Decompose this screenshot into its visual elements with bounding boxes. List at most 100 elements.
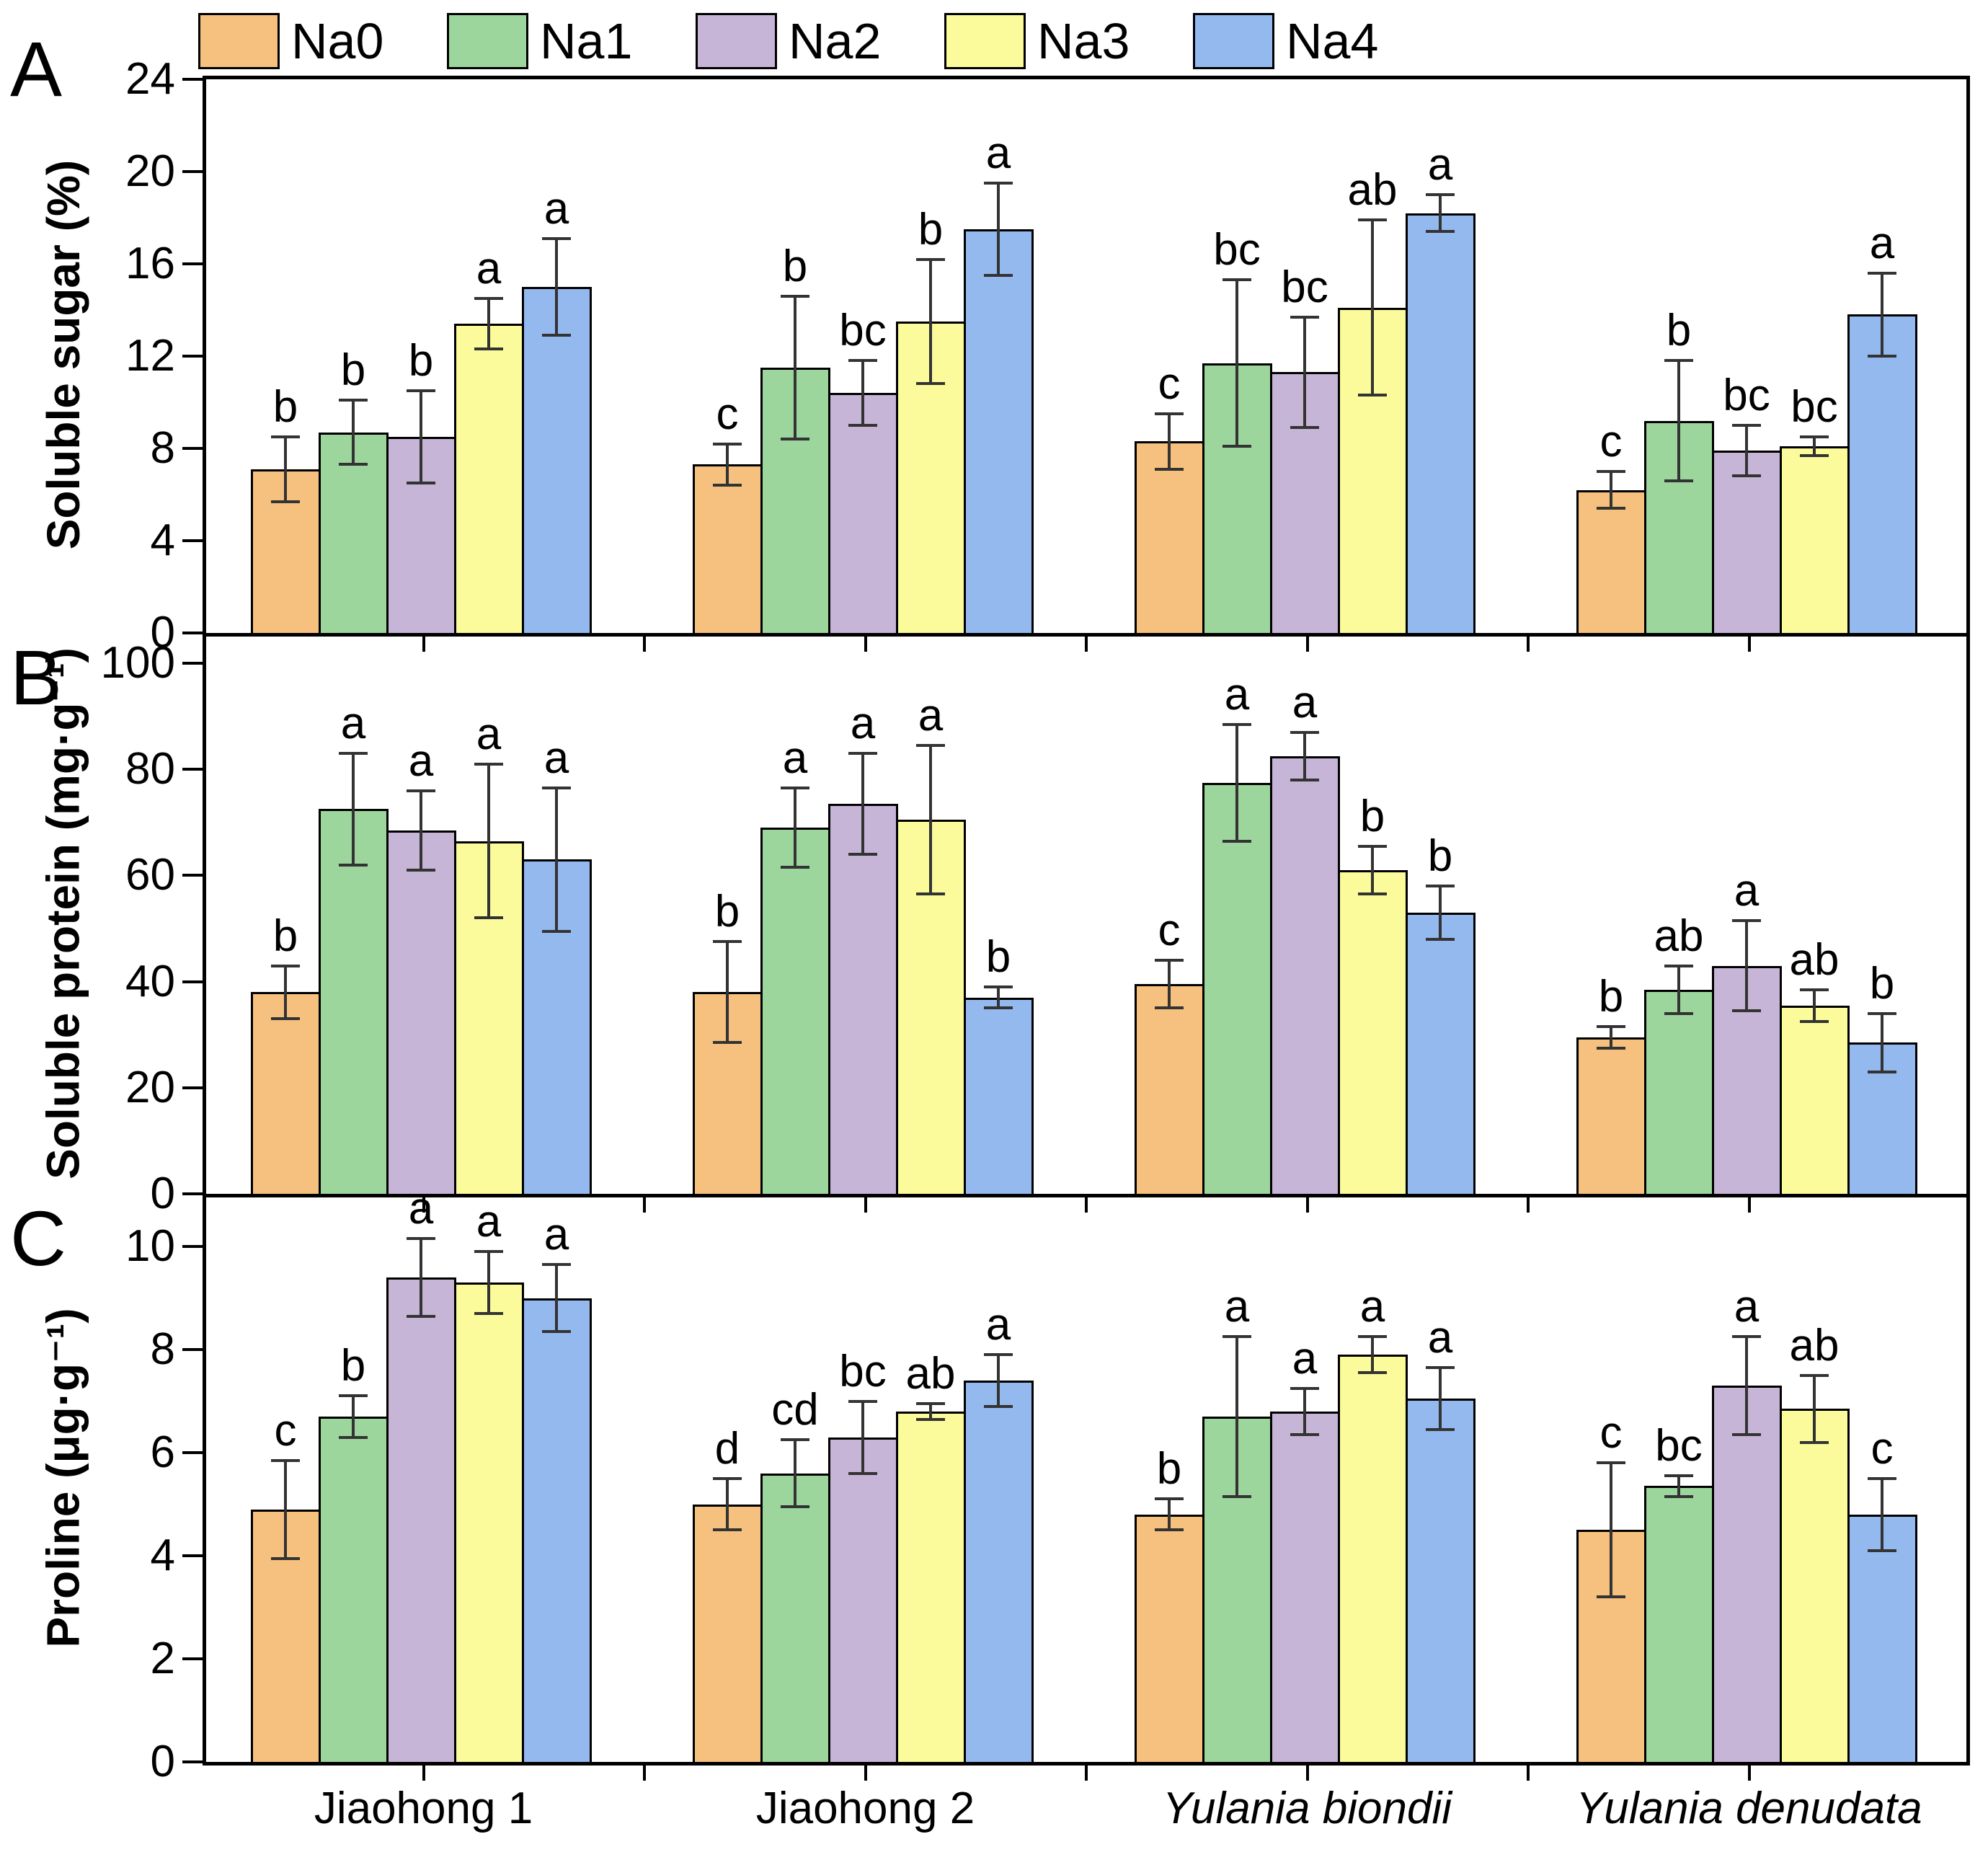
error-bar-cap-top: [339, 1394, 368, 1398]
y-tick-A: [182, 539, 203, 542]
error-bar-cap-top: [984, 1353, 1013, 1357]
y-tick-label-A: 12: [125, 331, 175, 381]
significance-letter: a: [1427, 1313, 1453, 1363]
x-tick-A: [1305, 633, 1309, 652]
bar-na4-group1-panelA: [521, 287, 592, 635]
error-bar-cap-top: [1290, 315, 1319, 319]
error-bar: [726, 942, 729, 1043]
error-bar-cap-top: [1868, 1011, 1896, 1015]
error-bar-cap-bottom: [1290, 1432, 1319, 1436]
bar-na4-group3-panelC: [1405, 1398, 1476, 1764]
significance-letter: a: [1869, 218, 1895, 268]
error-bar-cap-top: [848, 1399, 877, 1403]
error-bar-cap-bottom: [1800, 1019, 1829, 1023]
error-bar-cap-top: [1222, 722, 1251, 726]
y-tick-C: [182, 1245, 203, 1248]
error-bar-cap-bottom: [1868, 355, 1896, 358]
bar-na3-group1-panelB: [453, 841, 524, 1196]
y-tick-label-C: 10: [125, 1221, 175, 1271]
significance-letter: bc: [839, 306, 887, 356]
error-bar-cap-bottom: [1358, 394, 1387, 397]
error-bar-cap-top: [713, 1476, 742, 1480]
error-bar-cap-bottom: [339, 1435, 368, 1439]
error-bar-cap-bottom: [848, 852, 877, 856]
bar-na1-group4-panelB: [1643, 989, 1714, 1196]
bar-na1-group3-panelB: [1202, 782, 1272, 1196]
error-bar-cap-top: [1426, 885, 1455, 888]
error-bar: [929, 259, 932, 384]
significance-letter: a: [1292, 677, 1318, 727]
error-bar-cap-top: [848, 752, 877, 756]
error-bar-cap-bottom: [1426, 230, 1455, 234]
significance-letter: ab: [1789, 1320, 1840, 1370]
error-bar-cap-bottom: [713, 1528, 742, 1532]
category-label-4: Yulania denudata: [1576, 1784, 1922, 1833]
bar-na2-group2-panelB: [827, 804, 898, 1196]
error-bar-cap-top: [916, 744, 945, 748]
error-bar-cap-bottom: [1664, 479, 1693, 482]
error-bar: [1677, 965, 1680, 1014]
legend-label-na2: Na2: [789, 13, 882, 69]
error-bar-cap-top: [1597, 1461, 1625, 1465]
error-bar-cap-bottom: [542, 334, 571, 337]
error-bar: [1439, 195, 1442, 232]
error-bar-cap-bottom: [1155, 467, 1184, 471]
bar-na1-group2-panelC: [760, 1473, 830, 1764]
significance-letter: a: [340, 699, 366, 749]
error-bar-cap-bottom: [407, 1314, 435, 1318]
x-tick-C: [1747, 1762, 1751, 1781]
significance-letter: a: [1292, 1333, 1318, 1383]
error-bar: [1745, 1337, 1748, 1435]
error-bar-cap-top: [1155, 412, 1184, 415]
error-bar-cap-top: [916, 1402, 945, 1406]
significance-letter: bc: [1213, 225, 1261, 275]
y-tick-A: [182, 632, 203, 634]
y-tick-C: [182, 1554, 203, 1557]
error-bar-cap-bottom: [1290, 778, 1319, 781]
x-tick-A: [1747, 633, 1751, 652]
error-bar-cap-bottom: [339, 463, 368, 466]
error-bar-cap-bottom: [1664, 1011, 1693, 1015]
error-bar-cap-bottom: [781, 866, 809, 869]
significance-letter: b: [1359, 791, 1385, 841]
error-bar-cap-top: [1800, 988, 1829, 991]
significance-letter: a: [1734, 865, 1760, 916]
significance-letter: bc: [1281, 262, 1328, 312]
bar-na3-group2-panelC: [895, 1411, 966, 1764]
error-bar-cap-bottom: [1222, 839, 1251, 843]
error-bar-cap-top: [271, 435, 300, 438]
error-bar-cap-bottom: [542, 1329, 571, 1333]
bar-na4-group1-panelC: [521, 1298, 592, 1764]
error-bar: [861, 1401, 864, 1474]
error-bar: [487, 763, 490, 918]
error-bar: [861, 360, 864, 425]
y-tick-label-A: 0: [150, 608, 175, 657]
significance-letter: bc: [839, 1346, 887, 1396]
y-tick-label-B: 100: [100, 638, 175, 688]
error-bar: [1303, 732, 1306, 780]
error-bar-cap-bottom: [1358, 892, 1387, 896]
error-bar-cap-top: [984, 985, 1013, 988]
significance-letter: a: [850, 699, 876, 749]
error-bar: [794, 1440, 796, 1507]
x-tick-A: [643, 633, 646, 652]
x-tick-B: [1305, 1194, 1309, 1213]
legend-swatch-na1: [447, 13, 528, 69]
legend-swatch-na2: [696, 13, 777, 69]
significance-letter: ab: [905, 1349, 956, 1399]
significance-letter: b: [714, 887, 740, 937]
legend-label-na3: Na3: [1037, 13, 1130, 69]
bar-na0-group3-panelC: [1134, 1514, 1204, 1764]
bar-na3-group3-panelC: [1337, 1355, 1408, 1764]
error-bar: [1235, 724, 1238, 841]
error-bar: [997, 183, 1000, 275]
error-bar-cap-top: [781, 294, 809, 298]
error-bar: [555, 1264, 558, 1332]
significance-letter: b: [1666, 306, 1692, 356]
error-bar-cap-bottom: [1222, 1494, 1251, 1498]
error-bar-cap-top: [1155, 1497, 1184, 1501]
bar-na2-group2-panelA: [827, 393, 898, 635]
error-bar-cap-bottom: [271, 500, 300, 503]
y-tick-A: [182, 262, 203, 265]
error-bar-cap-bottom: [1222, 444, 1251, 448]
